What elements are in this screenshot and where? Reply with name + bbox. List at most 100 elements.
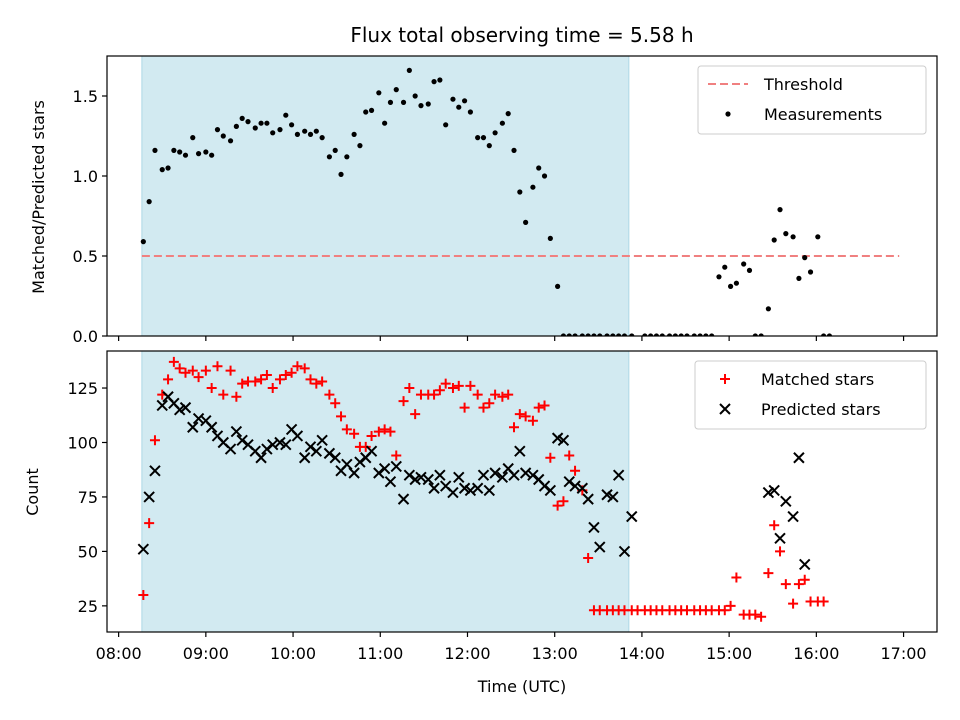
data-point bbox=[802, 255, 808, 261]
data-point bbox=[277, 127, 283, 133]
data-point bbox=[509, 422, 520, 433]
data-point bbox=[220, 133, 226, 139]
data-point bbox=[684, 333, 690, 336]
legend-box bbox=[697, 65, 927, 135]
observing-window-shade bbox=[141, 350, 630, 633]
data-point bbox=[218, 389, 229, 400]
data-point bbox=[159, 167, 165, 173]
data-point bbox=[330, 398, 341, 409]
data-point bbox=[780, 495, 792, 508]
chart-title: Flux total observing time = 5.58 h bbox=[350, 23, 693, 47]
data-point bbox=[174, 363, 185, 374]
data-point bbox=[582, 493, 594, 505]
data-point bbox=[379, 424, 390, 435]
data-point bbox=[480, 135, 487, 141]
data-point bbox=[261, 369, 272, 380]
data-point bbox=[250, 376, 261, 387]
data-point bbox=[576, 482, 589, 494]
data-point bbox=[678, 333, 684, 336]
data-point bbox=[323, 447, 336, 460]
data-point bbox=[156, 399, 168, 412]
data-point bbox=[505, 111, 511, 117]
data-point bbox=[607, 491, 619, 503]
data-point bbox=[475, 135, 481, 141]
data-point bbox=[363, 109, 369, 115]
data-point bbox=[373, 426, 384, 437]
data-point bbox=[483, 484, 496, 497]
data-point bbox=[336, 411, 347, 422]
data-point bbox=[192, 412, 205, 425]
data-point bbox=[765, 306, 771, 312]
data-point bbox=[496, 471, 509, 484]
data-point bbox=[517, 189, 523, 195]
data-point bbox=[434, 385, 445, 396]
data-point bbox=[771, 237, 777, 243]
data-point bbox=[231, 391, 242, 402]
y-tick-label: 50 bbox=[78, 542, 98, 561]
observing-window-shade bbox=[141, 55, 630, 337]
data-point bbox=[610, 333, 616, 336]
data-point bbox=[245, 119, 251, 125]
data-point bbox=[618, 545, 631, 558]
data-point bbox=[140, 239, 146, 245]
data-point bbox=[471, 482, 484, 494]
data-point bbox=[453, 471, 465, 484]
data-point bbox=[344, 154, 350, 160]
data-point bbox=[239, 115, 245, 121]
data-point bbox=[329, 452, 341, 464]
data-point bbox=[298, 452, 311, 464]
data-point bbox=[533, 402, 544, 413]
data-point bbox=[541, 173, 548, 179]
data-point bbox=[378, 462, 391, 475]
data-point bbox=[182, 152, 189, 158]
x-tick-label: 14:00 bbox=[619, 644, 665, 663]
data-point bbox=[365, 445, 378, 457]
data-point bbox=[783, 231, 789, 237]
data-point bbox=[499, 120, 505, 126]
data-point bbox=[629, 333, 635, 336]
data-point bbox=[763, 568, 774, 579]
x-tick-label: 11:00 bbox=[357, 644, 403, 663]
data-point bbox=[400, 99, 407, 105]
data-point bbox=[492, 130, 498, 136]
data-point bbox=[338, 171, 344, 177]
data-point bbox=[756, 611, 767, 622]
data-point bbox=[758, 333, 764, 336]
data-point bbox=[558, 496, 569, 507]
data-point bbox=[360, 441, 371, 452]
data-point bbox=[489, 467, 501, 479]
data-point bbox=[612, 469, 625, 481]
data-point bbox=[190, 135, 196, 141]
data-point bbox=[616, 333, 622, 336]
data-point bbox=[283, 112, 289, 118]
data-point bbox=[566, 333, 572, 336]
data-point bbox=[536, 165, 542, 171]
data-point bbox=[398, 396, 409, 407]
data-point bbox=[267, 438, 279, 451]
data-point bbox=[464, 484, 477, 497]
data-point bbox=[302, 128, 308, 134]
data-point bbox=[697, 333, 703, 336]
data-point bbox=[564, 450, 575, 461]
data-point bbox=[434, 469, 446, 481]
data-point bbox=[621, 333, 628, 336]
data-point bbox=[793, 452, 805, 464]
data-point bbox=[406, 67, 412, 73]
top-panel: 0.0 0.5 1.0 1.5 Threshold Measurements bbox=[73, 55, 938, 346]
data-point bbox=[775, 546, 786, 557]
data-point bbox=[818, 596, 829, 607]
data-point bbox=[391, 450, 402, 461]
data-point bbox=[821, 333, 827, 336]
data-point bbox=[780, 579, 791, 590]
data-point bbox=[193, 372, 204, 383]
data-point bbox=[163, 374, 174, 385]
data-point bbox=[237, 378, 248, 389]
data-point bbox=[165, 165, 171, 171]
data-point bbox=[484, 398, 495, 409]
data-point bbox=[376, 90, 382, 96]
y-tick-label: 100 bbox=[67, 433, 98, 452]
data-point bbox=[572, 333, 578, 336]
data-point bbox=[264, 120, 270, 126]
plot-area bbox=[137, 356, 829, 622]
